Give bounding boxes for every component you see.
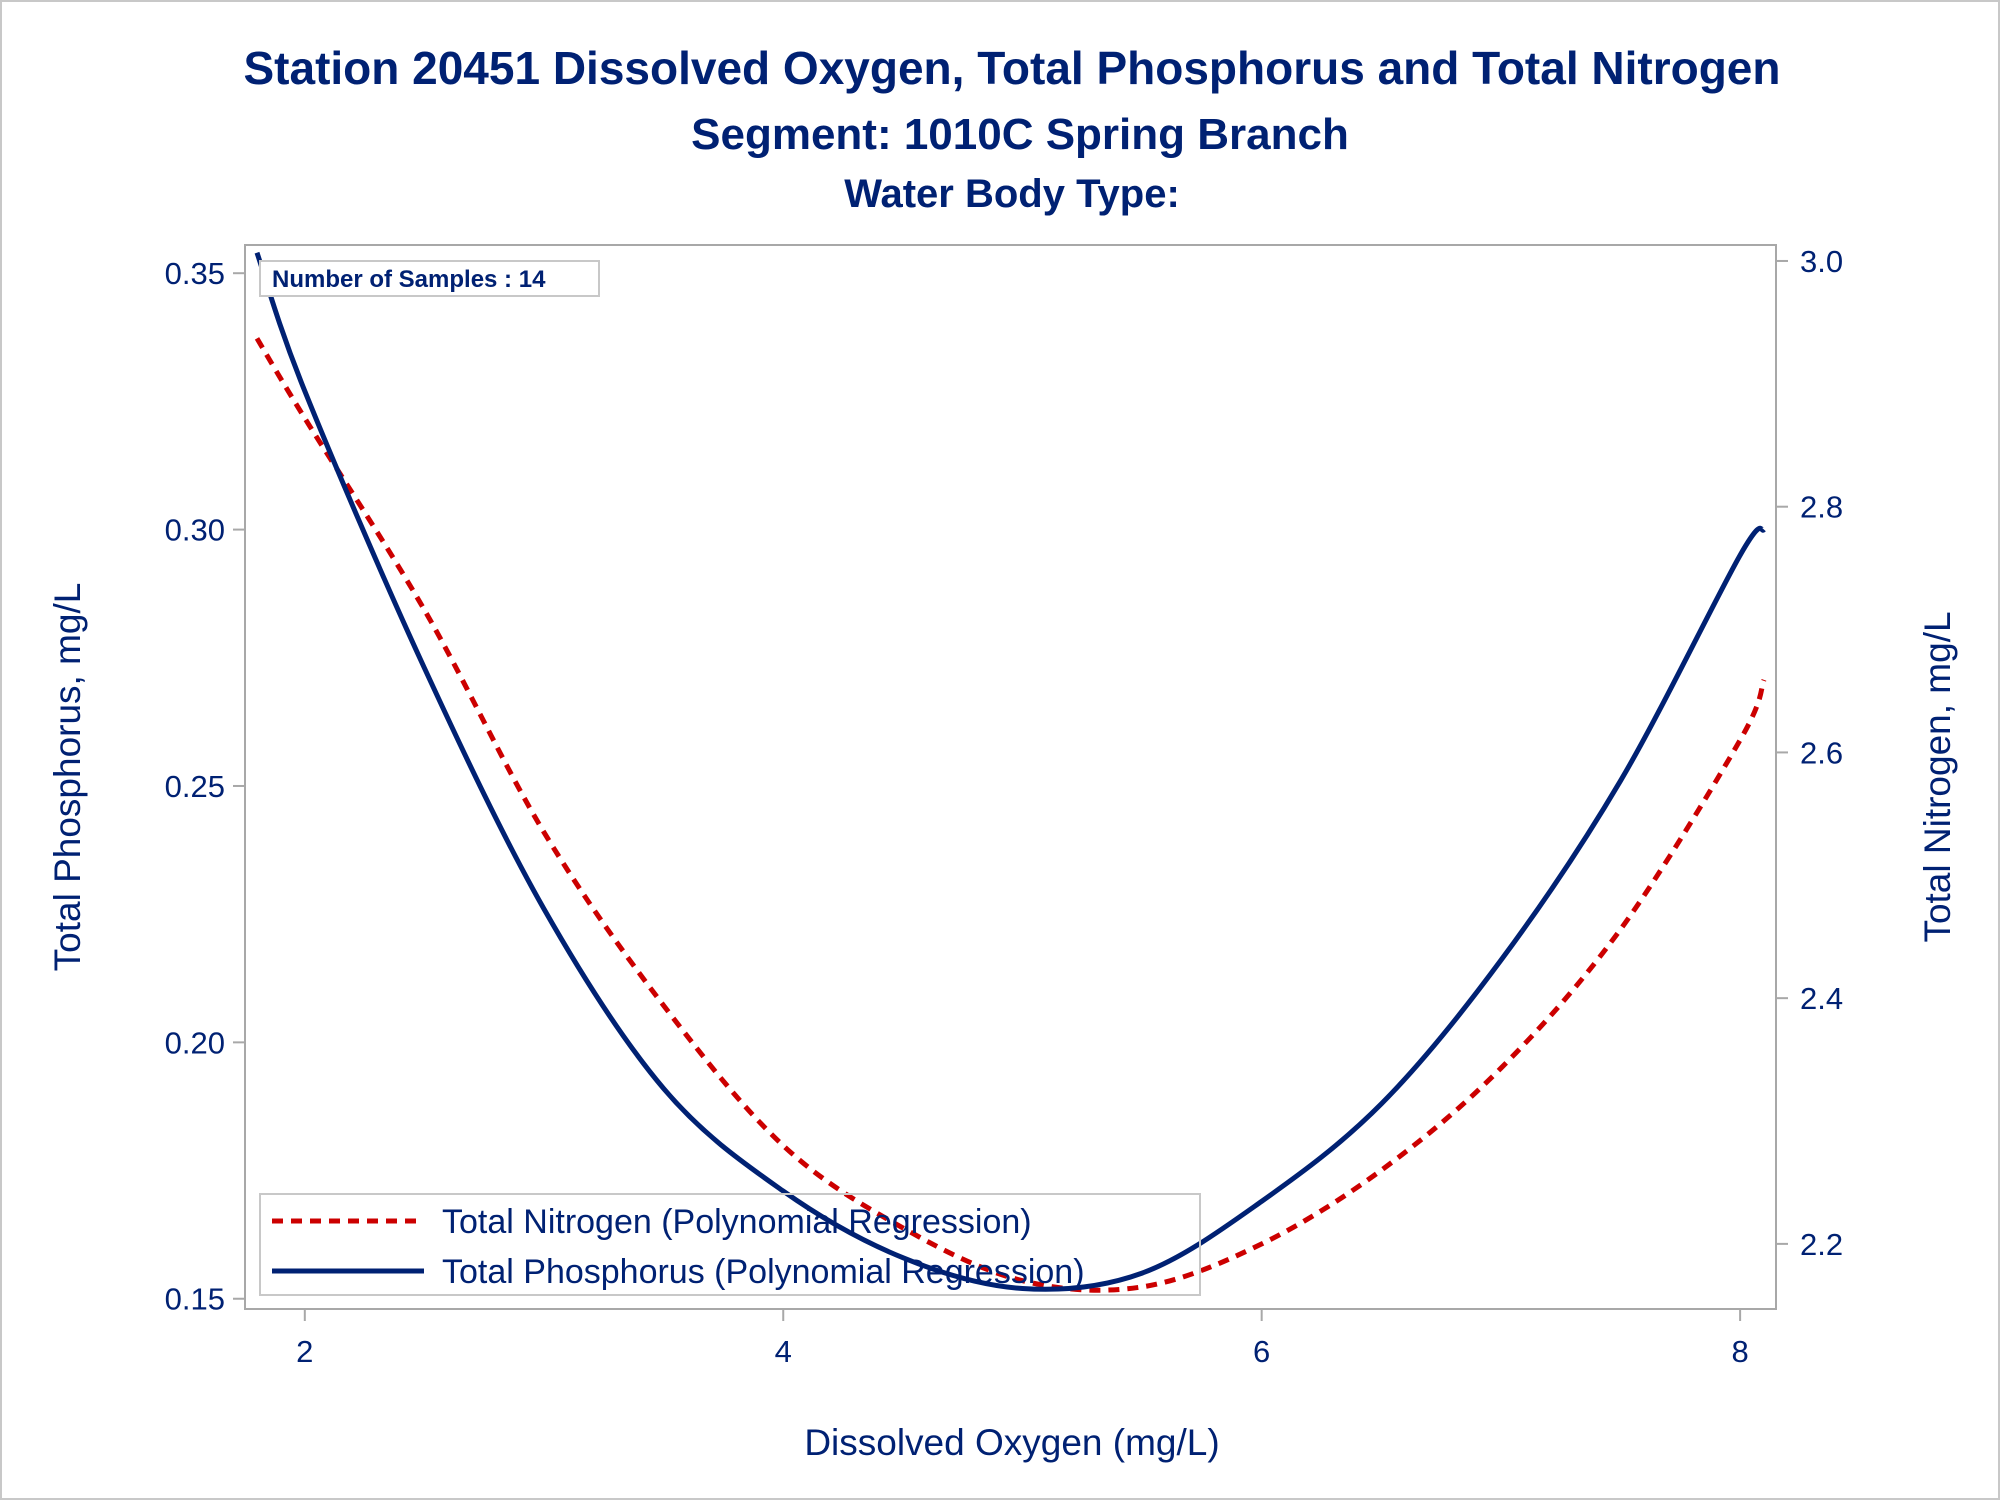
legend: Total Nitrogen (Polynomial Regression) T… [259, 1193, 1201, 1296]
y-tick-label: 0.30 [165, 513, 225, 548]
series-line-total-nitrogen [254, 337, 1767, 1293]
y-tick-label: 0.35 [165, 256, 225, 291]
sample-count-label: Number of Samples : 14 [272, 266, 546, 293]
y2-tick-label: 2.6 [1800, 735, 1843, 770]
sample-count-box: Number of Samples : 14 [259, 260, 600, 297]
y-axis-title: Total Phosphorus, mg/L [47, 583, 88, 972]
x-axis-title: Dissolved Oxygen (mg/L) [804, 1422, 1219, 1463]
y2-tick-label: 2.8 [1800, 490, 1843, 525]
y2-axis-title: Total Nitrogen, mg/L [1917, 611, 1958, 942]
x-tick-label: 2 [296, 1334, 313, 1369]
sample-count-border [259, 260, 600, 297]
x-tick-label: 4 [775, 1334, 792, 1369]
x-tick-label: 6 [1253, 1334, 1270, 1369]
y-tick-label: 0.15 [165, 1282, 225, 1317]
series-lines [254, 251, 1767, 1293]
legend-label-phosphorus: Total Phosphorus (Polynomial Regression) [442, 1253, 1085, 1291]
chart-title: Station 20451 Dissolved Oxygen, Total Ph… [243, 42, 1780, 94]
x-tick-label: 8 [1731, 1334, 1748, 1369]
y2-tick-label: 2.4 [1800, 981, 1843, 1016]
chart-subtitle-2: Water Body Type: [844, 172, 1180, 216]
y2-tick-label: 2.2 [1800, 1227, 1843, 1262]
legend-border [259, 1193, 1201, 1296]
y-tick-label: 0.25 [165, 769, 225, 804]
plot-area [244, 244, 1777, 1310]
series-line-total-phosphorus [254, 251, 1766, 1292]
y2-tick-label: 3.0 [1800, 244, 1843, 279]
chart-subtitle: Segment: 1010C Spring Branch [691, 110, 1349, 159]
legend-label-nitrogen: Total Nitrogen (Polynomial Regression) [442, 1203, 1032, 1241]
y-tick-label: 0.20 [165, 1025, 225, 1060]
axis-ticks: 2 4 6 8 0.15 0.20 0.25 0.30 0.35 2.2 2.4 2.6 2.8 3.0 [165, 244, 1843, 1369]
